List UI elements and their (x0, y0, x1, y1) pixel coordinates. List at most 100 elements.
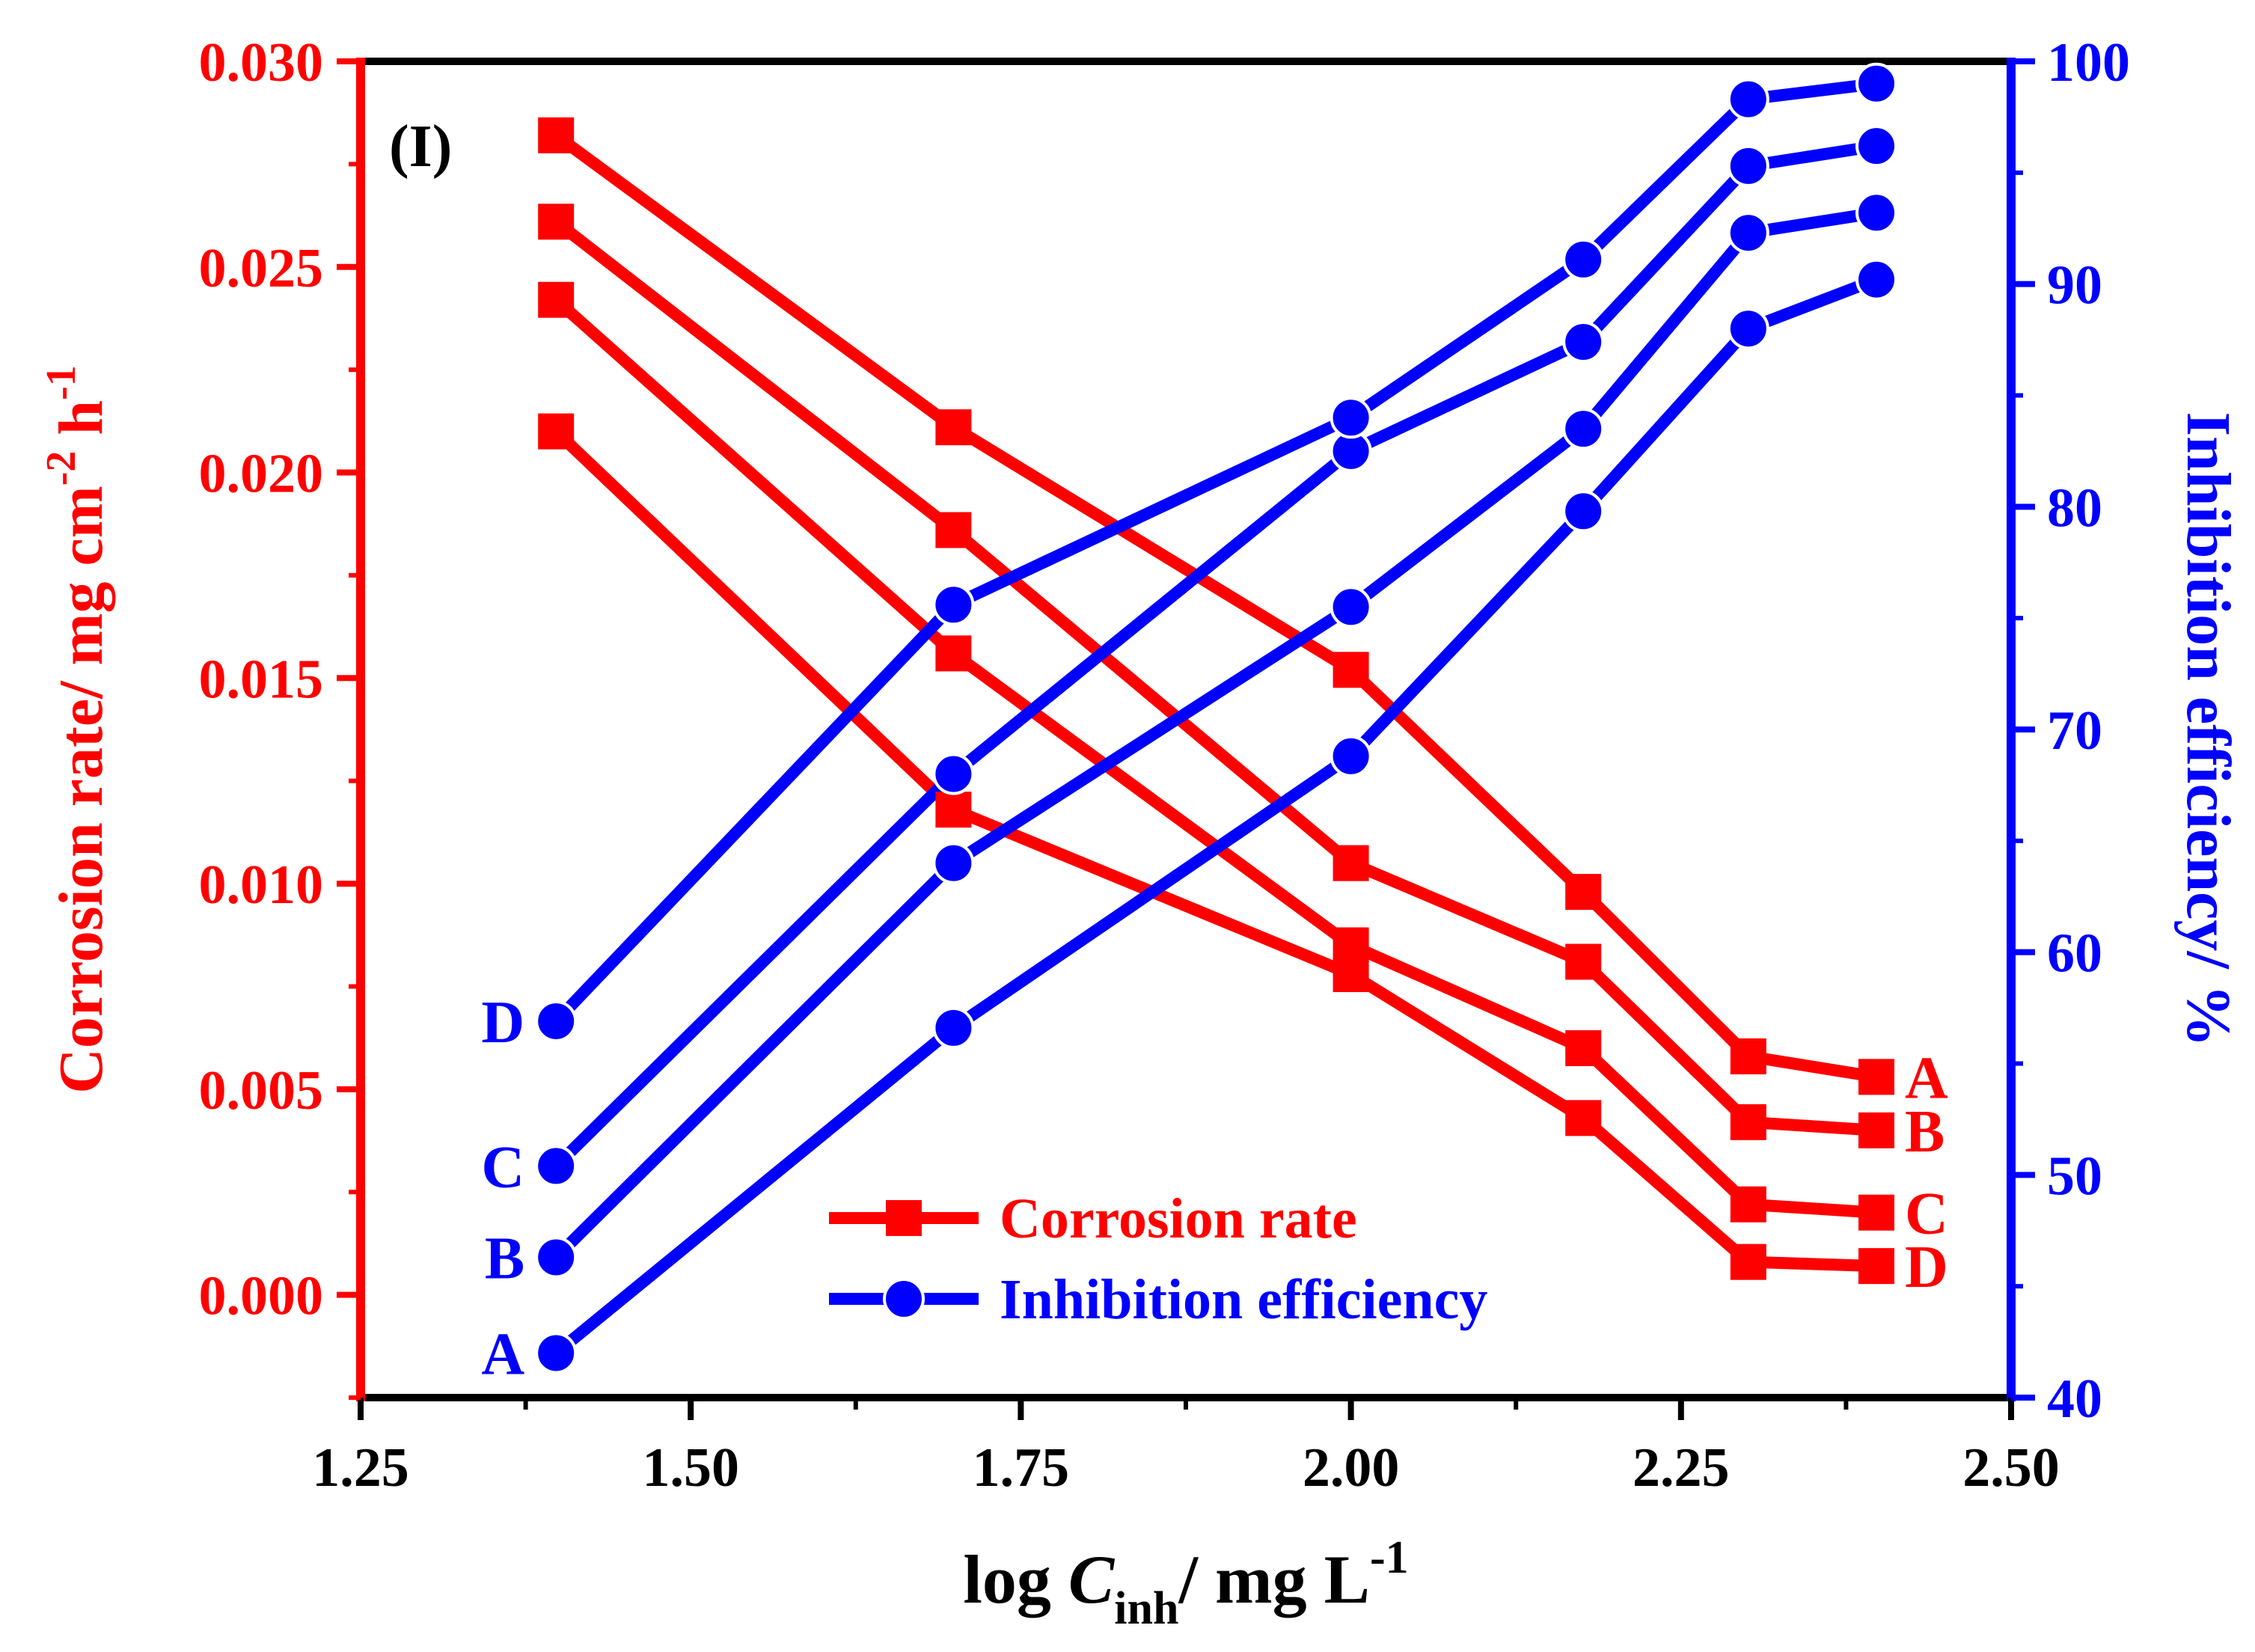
series-group (551, 77, 1879, 1358)
left-y-tick-label: 0.015 (199, 649, 324, 710)
left-y-tick-label: 0.030 (199, 32, 324, 94)
left-y-axis-title-sup1: -2 (38, 451, 85, 486)
corrosion-series-label-b: B (1905, 1099, 1945, 1165)
x-axis-title-main: log (963, 1541, 1068, 1618)
inhibition-series-label-d: D (481, 990, 524, 1056)
corrosion-point-c (1858, 1194, 1894, 1231)
x-axis-title-rest: / mg L (1178, 1541, 1370, 1618)
x-tick-label: 2.00 (1303, 1437, 1400, 1499)
inhibition-point-a (535, 1332, 578, 1374)
corrosion-point-a (1332, 652, 1369, 688)
corrosion-point-d (935, 792, 972, 828)
x-tick-label: 1.50 (642, 1437, 739, 1499)
corrosion-series-label-d: D (1905, 1235, 1948, 1300)
corrosion-point-b (538, 204, 575, 240)
x-tick-label: 2.25 (1633, 1437, 1730, 1499)
inhibition-point-a (1330, 735, 1372, 777)
inhibition-series-a (552, 274, 1879, 1358)
inhibition-point-d (1727, 78, 1769, 120)
inhibition-point-b (932, 842, 975, 884)
inhibition-point-b (1330, 586, 1372, 628)
corrosion-point-b (1565, 943, 1602, 980)
left-y-axis-title: Corrosion rate/ mg cm-2 h-1 (38, 365, 116, 1094)
corrosion-point-c (935, 635, 972, 672)
inhibition-point-c (932, 753, 975, 795)
corrosion-point-a (935, 409, 972, 446)
inhibition-series-b (551, 206, 1878, 1262)
inhibition-point-d (1562, 238, 1605, 281)
corrosion-series-b (552, 216, 1877, 1136)
legend-circle-marker (883, 1278, 925, 1320)
panel-label: (I) (389, 114, 452, 180)
inhibition-point-b (535, 1236, 578, 1279)
left-y-axis-title-mid: h (46, 400, 116, 451)
corrosion-series-label-c: C (1905, 1181, 1948, 1247)
inhibition-series-label-b: B (485, 1226, 524, 1291)
right-y-tick-label: 60 (2047, 923, 2102, 985)
x-tick-label: 2.50 (1962, 1437, 2060, 1499)
left-y-tick-label: 0.020 (199, 444, 324, 505)
axes-group: 1.25 1.50 1.75 2.00 2.25 2.50 0.000 0.005 0.010 0… (38, 32, 2243, 1634)
legend-square-marker (886, 1200, 922, 1236)
inhibition-point-c (1727, 144, 1769, 187)
x-axis-title-sup: -1 (1370, 1532, 1409, 1583)
inhibition-point-b (1562, 408, 1605, 450)
inhibition-point-d (1855, 62, 1897, 105)
corrosion-series-a (552, 130, 1878, 1083)
right-y-tick-label: 70 (2047, 700, 2102, 762)
corrosion-point-d (1565, 1100, 1602, 1136)
left-y-axis-title-main: Corrosion rate/ mg cm (46, 486, 116, 1094)
left-y-tick-label: 0.025 (199, 238, 324, 299)
left-y-tick-label: 0.010 (199, 854, 324, 916)
right-y-tick-label: 90 (2047, 255, 2102, 316)
inhibition-series-d (551, 77, 1877, 1026)
corrosion-point-d (1858, 1248, 1894, 1285)
inhibition-point-d (1330, 397, 1372, 439)
corrosion-point-a (1565, 874, 1602, 911)
right-y-tick-label: 40 (2047, 1368, 2102, 1430)
inhibition-point-a (932, 1006, 975, 1049)
inhibition-point-d (535, 1000, 578, 1042)
corrosion-series-label-a: A (1905, 1045, 1948, 1111)
corrosion-point-d (1730, 1243, 1766, 1280)
legend-label: Corrosion rate (1000, 1187, 1357, 1250)
corrosion-point-c (538, 281, 575, 318)
inhibition-point-b (1727, 212, 1769, 254)
corrosion-point-b (1730, 1104, 1766, 1140)
inhibition-point-c (1562, 321, 1605, 364)
inhibition-point-a (1855, 258, 1897, 301)
x-axis-title-sub: inh (1114, 1583, 1178, 1634)
corrosion-point-b (935, 512, 972, 548)
legend-group: Corrosion rate Inhibition efficiency (829, 1187, 1487, 1331)
inhibition-point-a (1727, 308, 1769, 350)
left-y-tick-label: 0.005 (199, 1060, 324, 1122)
corrosion-point-b (1332, 845, 1369, 881)
left-y-axis-title-sup2: -1 (38, 365, 85, 400)
right-y-tick-label: 80 (2047, 477, 2102, 539)
x-axis-title-italic: C (1068, 1541, 1116, 1618)
corrosion-point-c (1730, 1186, 1766, 1223)
inhibition-point-a (1562, 490, 1605, 533)
corrosion-point-c (1565, 1030, 1602, 1066)
inhibition-series-label-c: C (481, 1134, 524, 1200)
markers-group (535, 62, 1897, 1374)
legend-label: Inhibition efficiency (1000, 1268, 1487, 1331)
corrosion-point-a (1858, 1059, 1894, 1095)
x-tick-label: 1.25 (312, 1437, 409, 1499)
left-y-tick-label: 0.000 (199, 1266, 324, 1327)
x-tick-label: 1.75 (973, 1437, 1070, 1499)
corrosion-point-a (538, 117, 575, 153)
right-y-tick-label: 100 (2047, 32, 2130, 94)
inhibition-series-c (551, 140, 1878, 1171)
corrosion-point-d (1332, 955, 1369, 992)
x-axis-title: log Cinh/ mg L-1 (963, 1532, 1408, 1634)
inhibition-point-d (932, 584, 975, 626)
corrosion-point-d (538, 413, 575, 450)
inhibition-point-b (1855, 192, 1897, 234)
corrosion-series-c (551, 295, 1877, 1219)
corrosion-point-b (1858, 1112, 1894, 1148)
inhibition-point-c (1855, 125, 1897, 168)
